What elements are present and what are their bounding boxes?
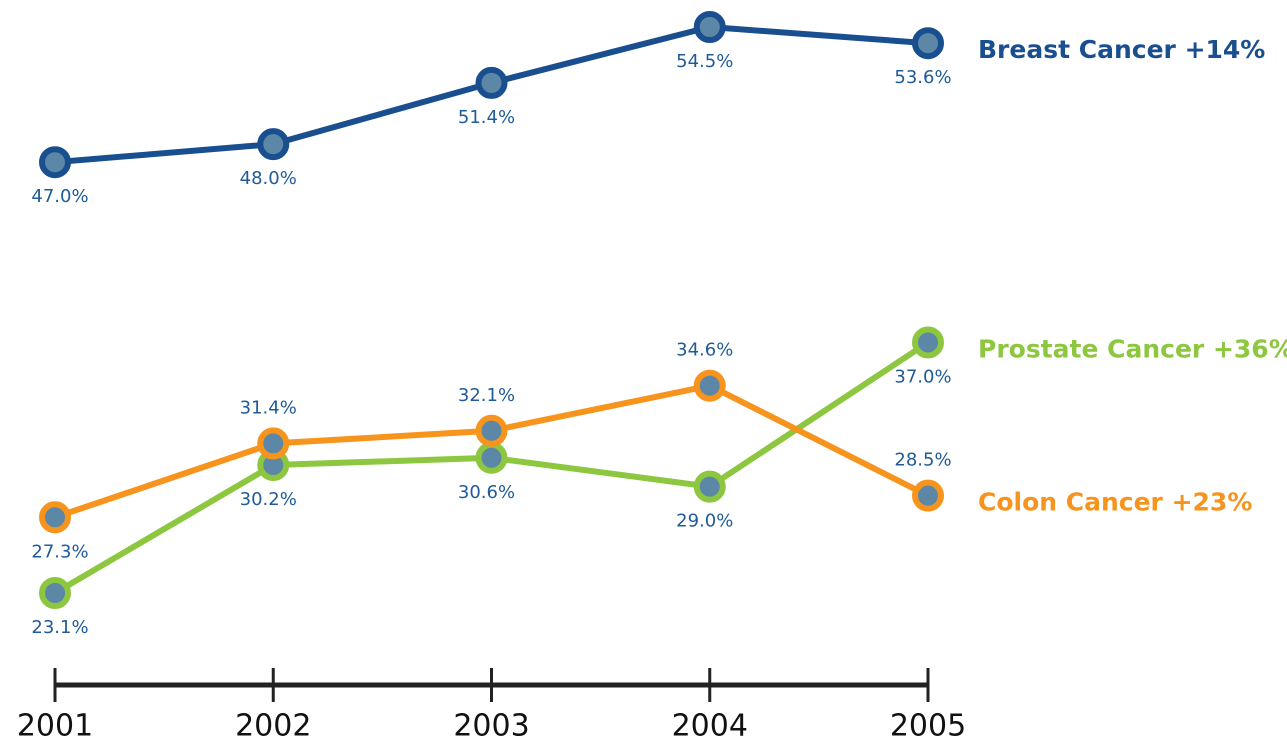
value-label: 37.0% [894,366,951,387]
value-label: 23.1% [31,617,88,638]
point [912,27,944,60]
value-label: 27.3% [31,541,88,562]
point [693,470,726,503]
point [693,11,726,43]
value-label: 30.2% [240,489,297,510]
point [475,414,508,447]
point [257,427,290,460]
point [39,577,71,609]
x-tick-label: 2001 [17,709,93,744]
point [912,479,944,512]
value-label: 34.6% [676,340,733,361]
value-label: 54.5% [676,51,733,72]
value-label: 29.0% [676,511,733,532]
series-name: Prostate Cancer +36% [978,334,1287,363]
point [39,501,71,534]
series-name: Colon Cancer +23% [978,488,1252,517]
point [39,146,71,179]
value-label: 31.4% [240,397,297,418]
x-tick-label: 2004 [672,709,748,744]
series-name: Breast Cancer +14% [978,35,1265,64]
value-label: 32.1% [458,385,515,406]
point [693,369,726,402]
value-label: 48.0% [240,168,297,189]
point [475,441,508,474]
x-tick-label: 2005 [890,709,966,744]
point [475,66,508,99]
point [912,326,944,359]
value-label: 30.6% [458,482,515,503]
value-label: 51.4% [458,107,515,128]
value-label: 28.5% [894,450,951,471]
point [257,128,290,161]
x-tick-label: 2003 [453,709,529,744]
value-label: 53.6% [894,67,951,88]
x-tick-label: 2002 [235,709,311,744]
value-label: 47.0% [31,186,88,207]
